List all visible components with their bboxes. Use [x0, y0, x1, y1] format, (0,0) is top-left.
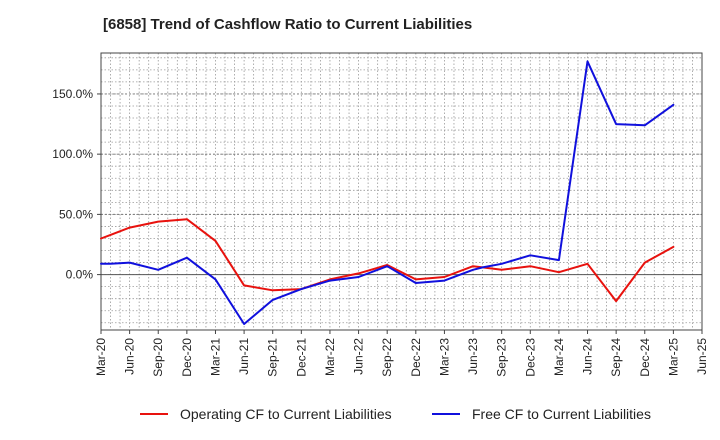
- x-tick-label: Sep-22: [380, 338, 394, 377]
- x-tick-label: Mar-21: [208, 338, 222, 376]
- x-tick-label: Mar-25: [666, 338, 680, 376]
- x-tick-label: Sep-24: [609, 338, 623, 377]
- series-line-operating-cf: [100, 218, 675, 303]
- x-tick-label: Sep-21: [266, 338, 280, 377]
- x-tick-label: Dec-24: [638, 338, 652, 377]
- chart-title: [6858] Trend of Cashflow Ratio to Curren…: [103, 16, 473, 33]
- x-tick-label: Dec-23: [523, 338, 537, 377]
- y-tick-label: 150.0%: [52, 87, 93, 101]
- y-tick-label: 50.0%: [59, 207, 93, 221]
- x-tick-label: Jun-25: [695, 338, 709, 375]
- y-tick-label: 0.0%: [66, 268, 94, 282]
- x-tick-label: Dec-22: [409, 338, 423, 377]
- x-tick-label: Jun-20: [123, 338, 137, 375]
- legend-operating-cf-label: Operating CF to Current Liabilities: [180, 406, 392, 422]
- x-tick-label: Jun-24: [581, 338, 595, 375]
- x-tick-label: Jun-21: [237, 338, 251, 375]
- series-line-free-cf: [100, 60, 675, 325]
- x-tick-label: Sep-23: [495, 338, 509, 377]
- y-tick-label: 100.0%: [52, 147, 93, 161]
- x-tick-label: Mar-24: [552, 338, 566, 376]
- legend-free-cf-label: Free CF to Current Liabilities: [472, 406, 651, 422]
- x-tick-label: Dec-21: [294, 338, 308, 377]
- x-tick-label: Dec-20: [180, 338, 194, 377]
- x-tick-label: Sep-20: [151, 338, 165, 377]
- x-tick-label: Mar-23: [437, 338, 451, 376]
- x-tick-label: Jun-22: [352, 338, 366, 375]
- x-tick-label: Jun-23: [466, 338, 480, 375]
- plot-frame: [100, 52, 703, 331]
- x-tick-label: Mar-20: [94, 338, 108, 376]
- x-tick-label: Mar-22: [323, 338, 337, 376]
